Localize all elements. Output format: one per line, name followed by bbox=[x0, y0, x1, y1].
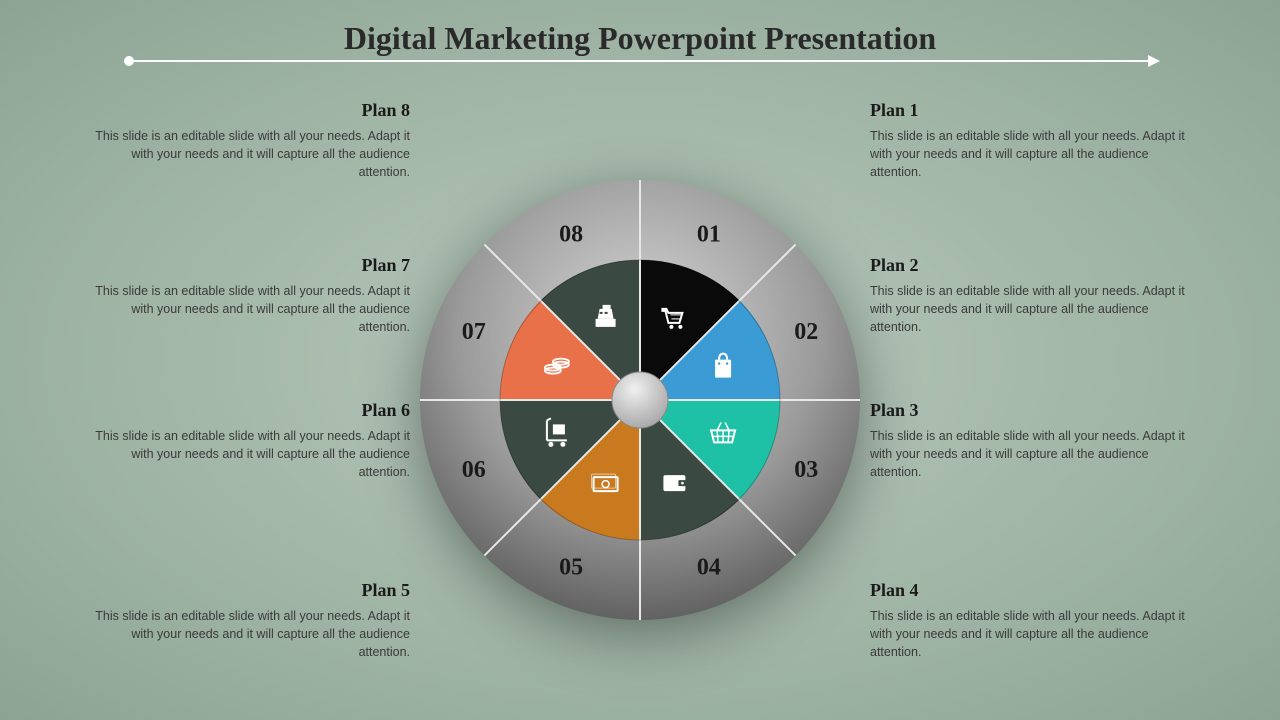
plan-5-title: Plan 5 bbox=[90, 580, 410, 601]
plan-6-body: This slide is an editable slide with all… bbox=[90, 427, 410, 481]
num-03: 03 bbox=[794, 457, 818, 483]
num-05: 05 bbox=[559, 554, 583, 580]
plan-4-body: This slide is an editable slide with all… bbox=[870, 607, 1190, 661]
plan-3-title: Plan 3 bbox=[870, 400, 1190, 421]
plan-5-body: This slide is an editable slide with all… bbox=[90, 607, 410, 661]
wallet-icon bbox=[663, 475, 687, 491]
plan-1: Plan 1 This slide is an editable slide w… bbox=[870, 100, 1190, 181]
num-04: 04 bbox=[697, 554, 721, 580]
num-01: 01 bbox=[697, 222, 721, 248]
num-08: 08 bbox=[559, 222, 583, 248]
plan-3-body: This slide is an editable slide with all… bbox=[870, 427, 1190, 481]
page-title: Digital Marketing Powerpoint Presentatio… bbox=[0, 20, 1280, 57]
plan-7: Plan 7 This slide is an editable slide w… bbox=[90, 255, 410, 336]
plan-2-title: Plan 2 bbox=[870, 255, 1190, 276]
plan-8: Plan 8 This slide is an editable slide w… bbox=[90, 100, 410, 181]
plan-6: Plan 6 This slide is an editable slide w… bbox=[90, 400, 410, 481]
arrow-line bbox=[128, 60, 1152, 62]
plan-1-body: This slide is an editable slide with all… bbox=[870, 127, 1190, 181]
arrow-head bbox=[1148, 55, 1160, 67]
wheel-diagram: 01 02 03 04 05 06 07 08 bbox=[420, 180, 860, 620]
plan-1-title: Plan 1 bbox=[870, 100, 1190, 121]
plan-5: Plan 5 This slide is an editable slide w… bbox=[90, 580, 410, 661]
plan-7-title: Plan 7 bbox=[90, 255, 410, 276]
num-06: 06 bbox=[462, 457, 486, 483]
num-02: 02 bbox=[794, 319, 818, 345]
num-07: 07 bbox=[462, 319, 486, 345]
plan-3: Plan 3 This slide is an editable slide w… bbox=[870, 400, 1190, 481]
plan-4: Plan 4 This slide is an editable slide w… bbox=[870, 580, 1190, 661]
plan-7-body: This slide is an editable slide with all… bbox=[90, 282, 410, 336]
plan-2: Plan 2 This slide is an editable slide w… bbox=[870, 255, 1190, 336]
plan-6-title: Plan 6 bbox=[90, 400, 410, 421]
plan-8-title: Plan 8 bbox=[90, 100, 410, 121]
plan-8-body: This slide is an editable slide with all… bbox=[90, 127, 410, 181]
center-hub bbox=[612, 372, 668, 428]
plan-2-body: This slide is an editable slide with all… bbox=[870, 282, 1190, 336]
plan-4-title: Plan 4 bbox=[870, 580, 1190, 601]
